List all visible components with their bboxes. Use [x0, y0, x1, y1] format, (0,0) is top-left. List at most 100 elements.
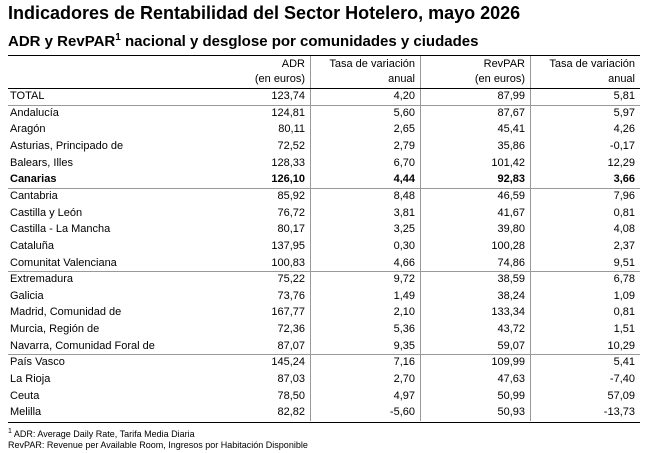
cell: 2,37 [613, 239, 635, 252]
row-label: Castilla - La Mancha [10, 223, 111, 236]
cell: 2,79 [393, 139, 415, 152]
cell: 137,95 [271, 239, 305, 252]
column-header: anual [388, 73, 415, 85]
cell: 72,36 [277, 323, 305, 336]
cell: 100,83 [271, 256, 305, 269]
footnote: RevPAR: Revenue per Available Room, Ingr… [8, 440, 308, 450]
cell: 7,96 [613, 189, 635, 202]
cell: 50,99 [497, 389, 525, 402]
cell: 0,30 [393, 239, 415, 252]
row-label: Extremadura [10, 273, 73, 286]
rule [8, 88, 640, 89]
cell: 78,50 [277, 389, 305, 402]
row-rule [8, 187, 640, 189]
cell: 38,24 [497, 289, 525, 302]
cell: -5,60 [389, 406, 415, 419]
cell: 2,70 [393, 373, 415, 386]
row-label: Navarra, Comunidad Foral de [10, 339, 155, 352]
cell: 123,74 [271, 90, 305, 102]
cell: 87,03 [277, 373, 305, 386]
cell: 101,42 [491, 156, 525, 169]
cell: 39,80 [497, 223, 525, 236]
column-header: RevPAR [483, 58, 525, 70]
cell: 35,86 [497, 139, 525, 152]
footnote: 1 ADR: Average Daily Rate, Tarifa Media … [8, 428, 195, 439]
row-rule [8, 354, 640, 356]
row-label: País Vasco [10, 356, 65, 369]
subtitle: ADR y RevPAR1 nacional y desglose por co… [8, 32, 478, 50]
row-label: Cantabria [10, 189, 58, 202]
cell: 80,11 [278, 123, 305, 136]
cell: 43,72 [497, 323, 525, 336]
cell: -13,73 [603, 406, 635, 419]
cell: 100,28 [491, 239, 525, 252]
row-label: Comunitat Valenciana [10, 256, 117, 269]
cell: 8,48 [393, 189, 415, 202]
cell: 1,51 [613, 323, 635, 336]
cell: 9,35 [393, 339, 415, 352]
cell: 5,41 [613, 356, 635, 369]
rule [8, 55, 640, 56]
cell: 80,17 [277, 223, 305, 236]
row-label: Galicia [10, 289, 44, 302]
cell: 124,81 [271, 106, 305, 119]
row-label: Canarias [10, 173, 57, 186]
row-label: Murcia, Región de [10, 323, 100, 336]
superscript: 1 [115, 32, 121, 43]
cell: 9,51 [613, 256, 635, 269]
row-label: Castilla y León [10, 206, 83, 219]
row-rule [8, 104, 640, 106]
superscript: 1 [8, 428, 12, 435]
cell: 92,83 [497, 173, 525, 186]
cell: 73,76 [277, 289, 305, 302]
cell: 46,59 [497, 189, 525, 202]
cell: 38,59 [497, 273, 525, 286]
column-header: Tasa de variación [329, 58, 415, 70]
cell: 145,24 [271, 356, 305, 369]
column-header: anual [608, 73, 635, 85]
cell: 5,81 [613, 90, 635, 102]
cell: 6,70 [393, 156, 415, 169]
cell: 7,16 [393, 356, 415, 369]
cell: 5,60 [393, 106, 415, 119]
subtitle-text: nacional y desglose por comunidades y ci… [120, 33, 479, 50]
row-label: Cataluña [10, 239, 55, 252]
row-rule [8, 271, 640, 273]
cell: 41,67 [497, 206, 525, 219]
cell: 4,44 [393, 173, 415, 186]
row-label: TOTAL [10, 90, 45, 102]
cell: 2,10 [393, 306, 415, 319]
cell: 4,26 [613, 123, 635, 136]
cell: 75,22 [277, 273, 305, 286]
cell: 126,10 [271, 173, 305, 186]
column-header: ADR [281, 58, 305, 70]
cell: 0,81 [613, 306, 635, 319]
cell: 3,25 [393, 223, 415, 236]
column-separator [530, 56, 531, 421]
cell: 87,99 [497, 90, 525, 102]
row-label: Andalucía [10, 106, 59, 119]
row-label: Balears, Illes [10, 156, 73, 169]
cell: 4,08 [613, 223, 635, 236]
cell: 76,72 [277, 206, 305, 219]
cell: 5,97 [613, 106, 635, 119]
cell: 57,09 [607, 389, 635, 402]
row-label: Madrid, Comunidad de [10, 306, 122, 319]
footnote-text: RevPAR: Revenue per Available Room, Ingr… [8, 440, 308, 450]
row-label: Aragón [10, 123, 46, 136]
footnote-text: ADR: Average Daily Rate, Tarifa Media Di… [11, 429, 195, 439]
cell: 85,92 [277, 189, 305, 202]
cell: 87,07 [277, 339, 305, 352]
column-separator [310, 56, 311, 421]
row-label: Ceuta [10, 389, 40, 402]
column-header: (en euros) [474, 73, 525, 85]
row-label: Melilla [10, 406, 42, 419]
cell: -0,17 [609, 139, 635, 152]
cell: 4,20 [393, 90, 415, 102]
cell: 9,72 [393, 273, 415, 286]
cell: 0,81 [613, 206, 635, 219]
cell: 128,33 [271, 156, 305, 169]
row-label: La Rioja [10, 373, 51, 386]
cell: 72,52 [277, 139, 305, 152]
